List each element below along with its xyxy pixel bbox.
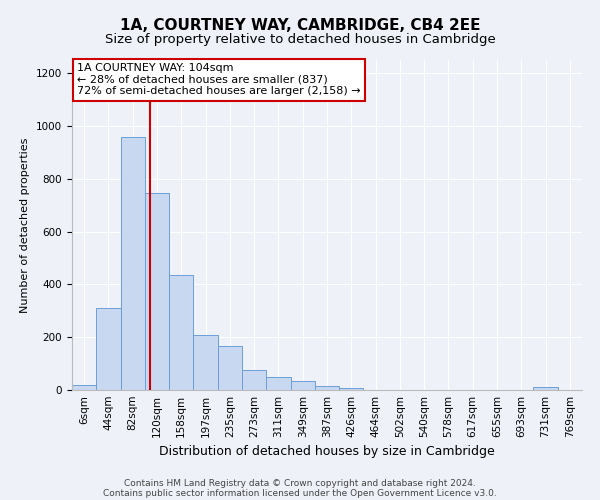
Bar bbox=[315, 386, 339, 390]
Text: Contains public sector information licensed under the Open Government Licence v3: Contains public sector information licen… bbox=[103, 488, 497, 498]
Bar bbox=[218, 346, 242, 390]
Bar bbox=[193, 334, 218, 390]
Bar bbox=[533, 387, 558, 390]
Bar bbox=[169, 275, 193, 390]
Text: 1A COURTNEY WAY: 104sqm
← 28% of detached houses are smaller (837)
72% of semi-d: 1A COURTNEY WAY: 104sqm ← 28% of detache… bbox=[77, 64, 361, 96]
Text: 1A, COURTNEY WAY, CAMBRIDGE, CB4 2EE: 1A, COURTNEY WAY, CAMBRIDGE, CB4 2EE bbox=[120, 18, 480, 32]
X-axis label: Distribution of detached houses by size in Cambridge: Distribution of detached houses by size … bbox=[159, 446, 495, 458]
Bar bbox=[72, 384, 96, 390]
Bar bbox=[290, 382, 315, 390]
Bar bbox=[96, 308, 121, 390]
Y-axis label: Number of detached properties: Number of detached properties bbox=[20, 138, 31, 312]
Bar bbox=[145, 194, 169, 390]
Bar bbox=[339, 388, 364, 390]
Bar bbox=[242, 370, 266, 390]
Text: Contains HM Land Registry data © Crown copyright and database right 2024.: Contains HM Land Registry data © Crown c… bbox=[124, 478, 476, 488]
Bar bbox=[266, 378, 290, 390]
Bar bbox=[121, 136, 145, 390]
Text: Size of property relative to detached houses in Cambridge: Size of property relative to detached ho… bbox=[104, 32, 496, 46]
